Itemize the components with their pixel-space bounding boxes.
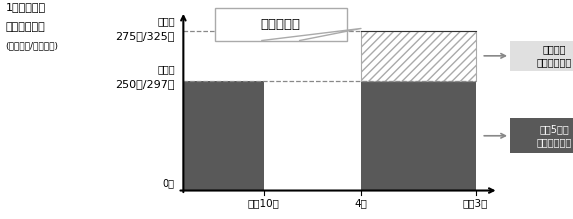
Text: 昨年10月: 昨年10月 xyxy=(248,198,280,208)
Bar xyxy=(510,118,573,153)
Text: 国からの
交付金で充当: 国からの 交付金で充当 xyxy=(537,44,572,67)
Text: 改定前: 改定前 xyxy=(157,64,175,74)
Text: 250円/297円: 250円/297円 xyxy=(115,79,175,89)
Text: 0円: 0円 xyxy=(163,178,175,188)
Text: 給食費改定: 給食費改定 xyxy=(261,18,301,31)
Text: 保護者負担額: 保護者負担額 xyxy=(6,22,45,32)
Text: 1食当たりの: 1食当たりの xyxy=(6,2,46,12)
Text: 275円/325円: 275円/325円 xyxy=(115,31,175,41)
Text: 来年3月: 来年3月 xyxy=(463,198,488,208)
Text: 改定後: 改定後 xyxy=(157,16,175,26)
FancyBboxPatch shape xyxy=(215,8,347,41)
Text: 4月: 4月 xyxy=(355,198,367,208)
Bar xyxy=(361,31,476,81)
Text: (小学校等/中学校等): (小学校等/中学校等) xyxy=(6,42,58,51)
Bar xyxy=(510,41,573,71)
Text: 令和5年度
保護者負担額: 令和5年度 保護者負担額 xyxy=(537,124,572,147)
Bar xyxy=(361,81,476,191)
Bar xyxy=(183,81,264,191)
